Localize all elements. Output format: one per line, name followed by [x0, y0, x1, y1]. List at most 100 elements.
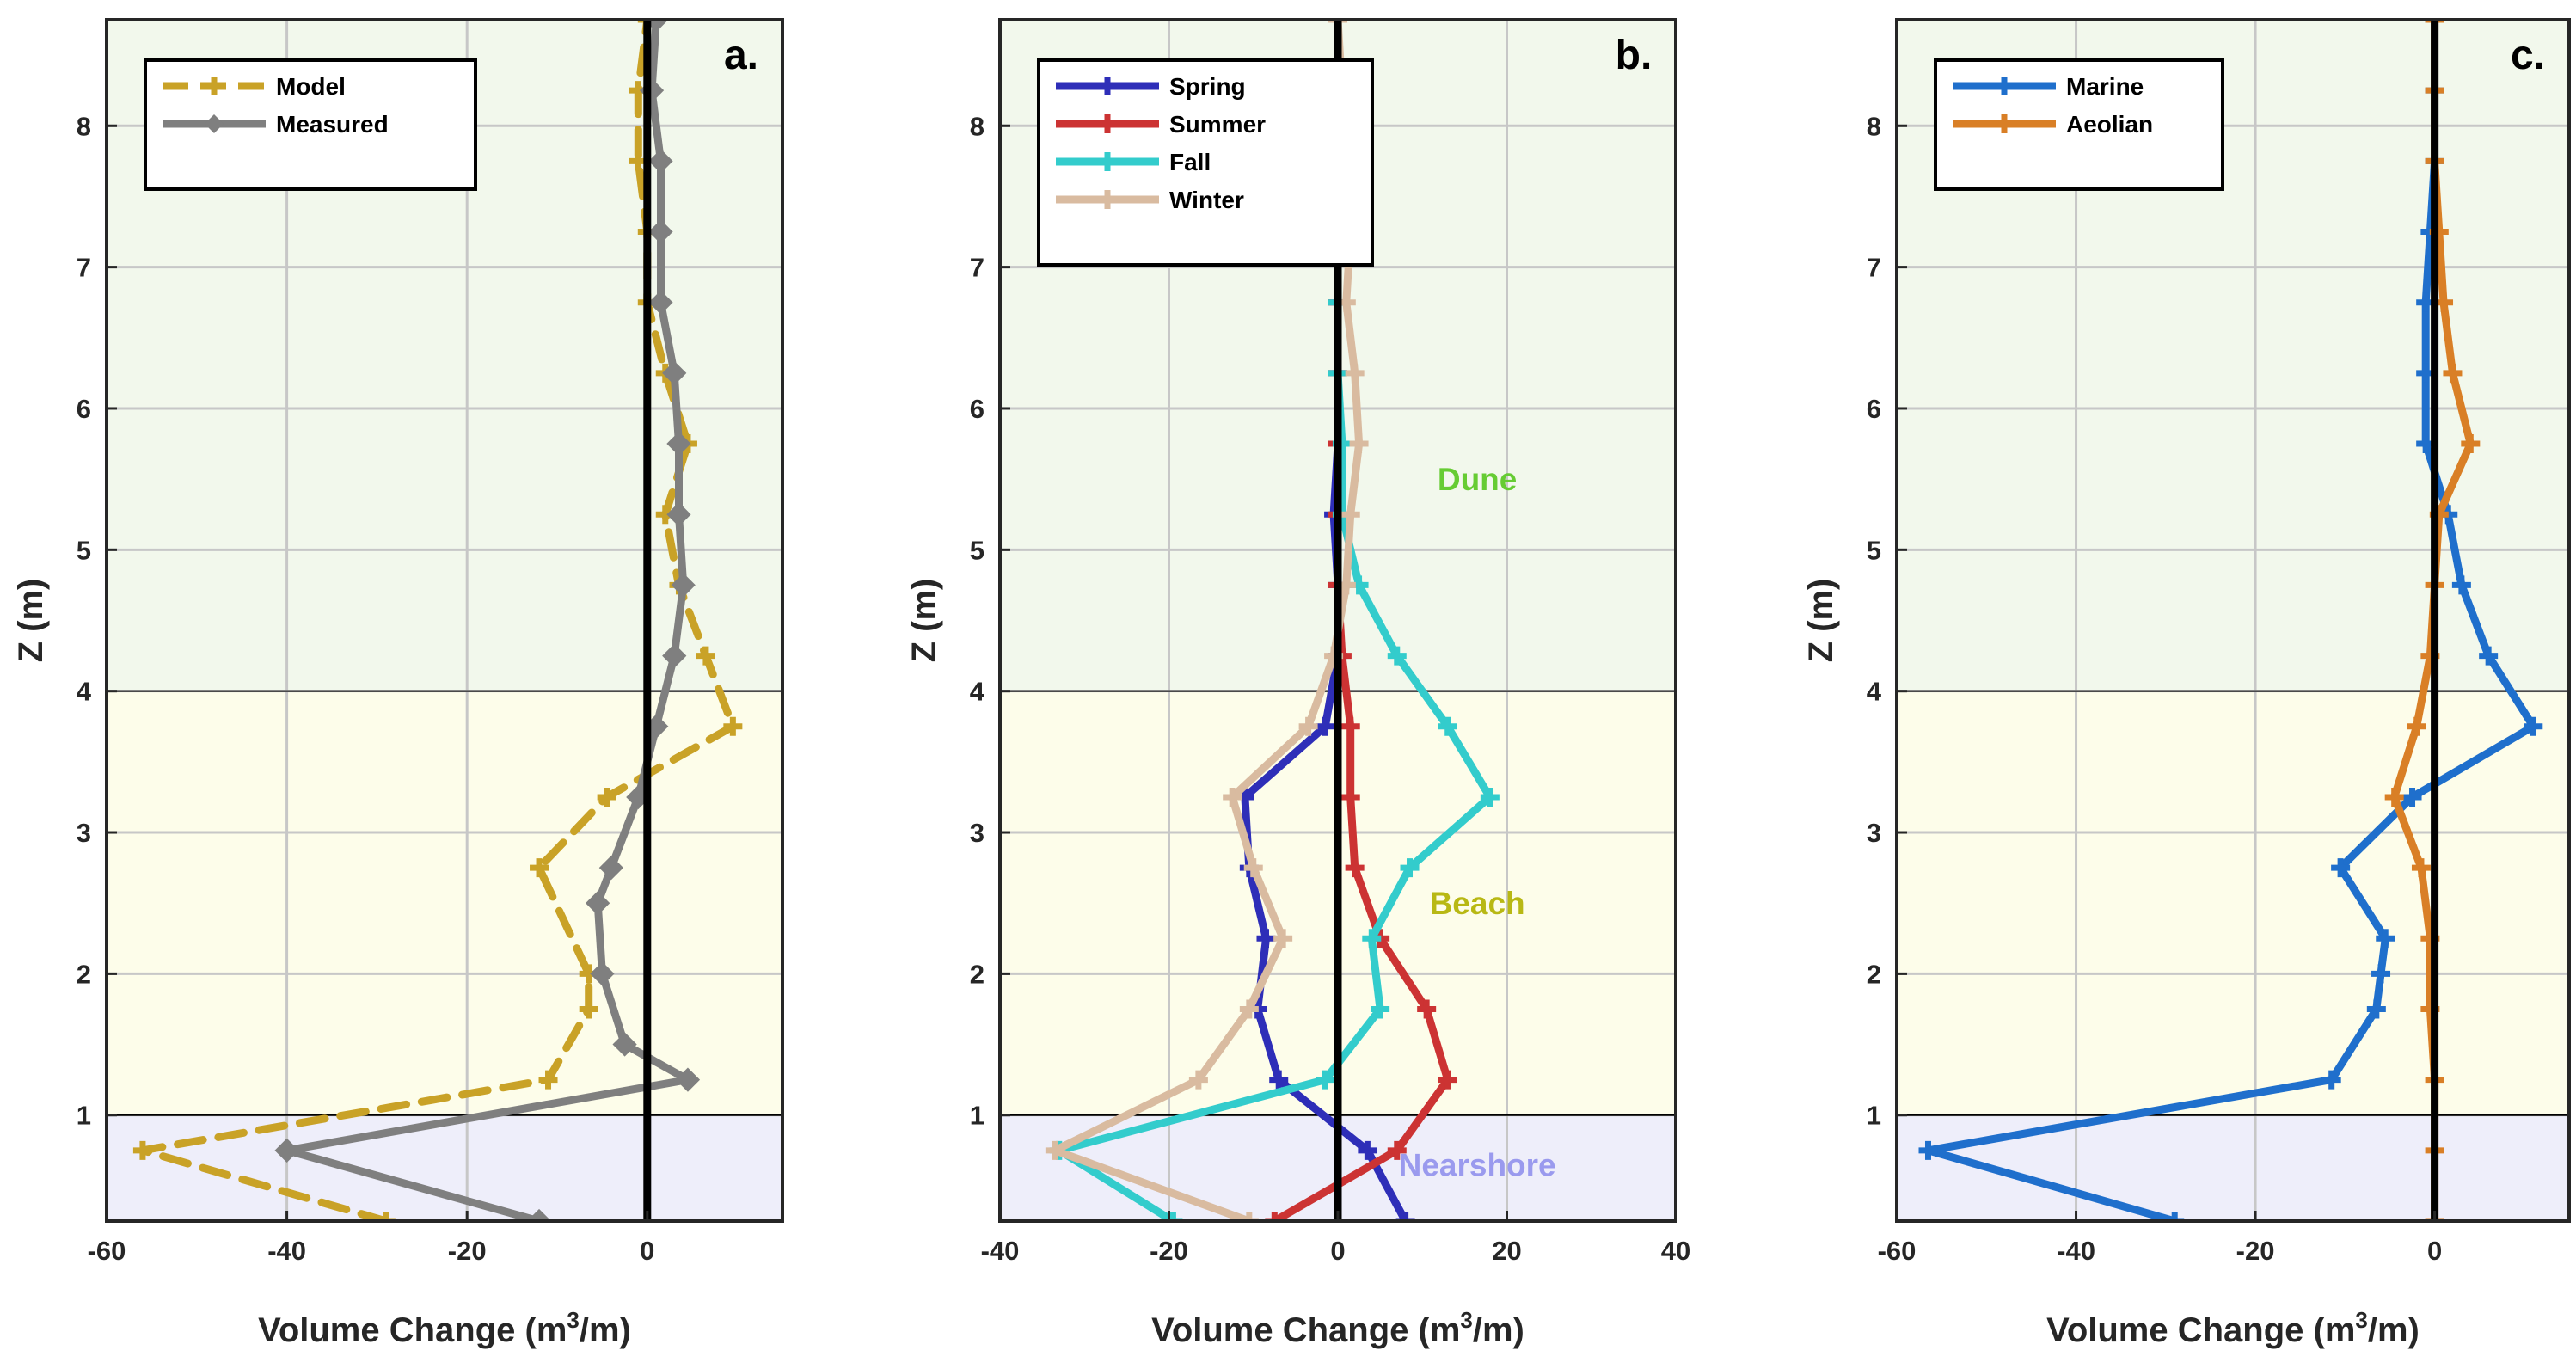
series-marine-point	[2366, 999, 2386, 1019]
series-measured-point	[586, 891, 610, 916]
panel-tag: c.	[2511, 33, 2545, 78]
series-summer-point	[1387, 1140, 1407, 1160]
y-tick-label: 6	[970, 394, 984, 424]
legend-label-spring: Spring	[1169, 73, 1246, 100]
legend: Spring Summer Fall Winter	[1037, 58, 1374, 267]
y-tick-label: 7	[1867, 253, 1881, 283]
series-model-point	[723, 716, 743, 736]
series-model-point	[530, 858, 549, 878]
region-beach	[107, 691, 782, 1115]
y-tick-label: 2	[1867, 959, 1881, 989]
x-tick-label: -20	[1150, 1236, 1188, 1266]
series-measured-point	[671, 573, 696, 598]
series-marine-point	[2165, 1212, 2185, 1221]
x-axis-label: Volume Change (m3/m)	[258, 1307, 631, 1349]
series-model-point	[597, 787, 616, 807]
series-marine-point	[1918, 1140, 1938, 1160]
series-marine-point	[2524, 716, 2543, 736]
series-model-point	[132, 1140, 152, 1160]
region-label-nearshore: Nearshore	[1399, 1147, 1556, 1182]
series-marine-point	[2321, 1070, 2341, 1090]
x-tick-label: -20	[2236, 1236, 2275, 1266]
series-spring-point	[1395, 1212, 1415, 1221]
legend-marker-spring	[1098, 77, 1117, 95]
series-summer-point	[1340, 716, 1360, 736]
series-fall-point	[1316, 1070, 1335, 1090]
series-fall-point	[1387, 646, 1407, 666]
series-measured-point	[662, 643, 687, 668]
y-tick-label: 1	[77, 1101, 91, 1131]
x-tick-label: -60	[1878, 1236, 1917, 1266]
region-nearshore	[107, 1114, 782, 1221]
y-tick-label: 5	[970, 535, 984, 565]
series-winter-point	[1045, 1140, 1064, 1160]
y-tick-label: 4	[1867, 677, 1882, 707]
series-winter-point	[1349, 434, 1369, 454]
series-measured-point	[675, 1067, 701, 1092]
panel-c: -60 -40 -20 0 1 2 3 4 5 6 7 8 Volume Change (m3/m) Z …	[1802, 18, 2571, 1349]
series-summer-point	[1345, 858, 1365, 878]
series-measured-point	[526, 1208, 552, 1221]
series-winter-point	[1239, 999, 1259, 1019]
series-spring-point	[1269, 1070, 1289, 1090]
x-axis-label: Volume Change (m3/m)	[2046, 1307, 2420, 1349]
series-fall-point	[1400, 858, 1420, 878]
series-model-point	[696, 646, 715, 666]
y-tick-label: 1	[1867, 1101, 1881, 1131]
y-axis-label: Z (m)	[12, 579, 50, 663]
series-aeolian-point	[2461, 434, 2481, 454]
region-label-dune: Dune	[1438, 462, 1518, 497]
series-measured-point	[590, 961, 615, 986]
y-tick-label: 3	[970, 818, 984, 848]
y-tick-label: 3	[77, 818, 91, 848]
series-marine-point	[2451, 575, 2471, 595]
y-tick-label: 5	[1867, 535, 1881, 565]
region-beach	[1897, 691, 2569, 1115]
legend-marker-model	[205, 77, 224, 95]
panel-tag: b.	[1616, 33, 1653, 78]
series-summer-point	[1265, 1212, 1285, 1221]
series-marine-point	[2371, 964, 2391, 984]
x-tick-label: 0	[640, 1236, 654, 1266]
region-label-beach: Beach	[1430, 886, 1525, 921]
legend-label-model: Model	[276, 73, 346, 100]
legend-label-marine: Marine	[2066, 73, 2144, 100]
legend-label-summer: Summer	[1169, 111, 1266, 138]
series-measured-point	[612, 1032, 637, 1057]
series-aeolian-point	[2411, 858, 2431, 878]
x-tick-label: -40	[267, 1236, 306, 1266]
series-spring-point	[1316, 716, 1335, 736]
series-model-point	[376, 1212, 396, 1221]
y-tick-label: 7	[77, 253, 91, 283]
series-fall-point	[1371, 999, 1390, 1019]
y-axis-label: Z (m)	[1802, 579, 1840, 663]
series-fall-point	[1438, 716, 1457, 736]
series-aeolian-point	[2384, 787, 2404, 807]
legend-marker-fall	[1098, 152, 1117, 171]
x-tick-label: -40	[2057, 1236, 2095, 1266]
series-measured-point	[648, 149, 673, 174]
y-tick-label: 2	[77, 959, 91, 989]
legend-label-fall: Fall	[1169, 149, 1211, 175]
series-winter-point	[1345, 363, 1365, 383]
legend-marker-measured	[205, 114, 224, 133]
legend-marker-summer	[1098, 114, 1117, 133]
series-measured-point	[598, 855, 624, 881]
legend-label-winter: Winter	[1169, 187, 1244, 213]
series-fall-point	[1163, 1212, 1183, 1221]
y-tick-label: 8	[77, 111, 91, 141]
series-winter-point	[1298, 716, 1318, 736]
series-summer-point	[1438, 1070, 1457, 1090]
x-tick-label: 0	[2427, 1236, 2442, 1266]
series-model-point	[579, 999, 598, 1019]
series-marine-point	[2479, 646, 2499, 666]
y-tick-label: 8	[970, 111, 984, 141]
x-tick-label: -40	[981, 1236, 1020, 1266]
legend-marker-marine	[1995, 77, 2014, 95]
x-axis-label: Volume Change (m3/m)	[1151, 1307, 1524, 1349]
axes-frame	[105, 18, 784, 1223]
legend-label-aeolian: Aeolian	[2066, 111, 2153, 138]
series-measured-point	[648, 290, 673, 315]
legend-label-measured: Measured	[276, 111, 389, 138]
